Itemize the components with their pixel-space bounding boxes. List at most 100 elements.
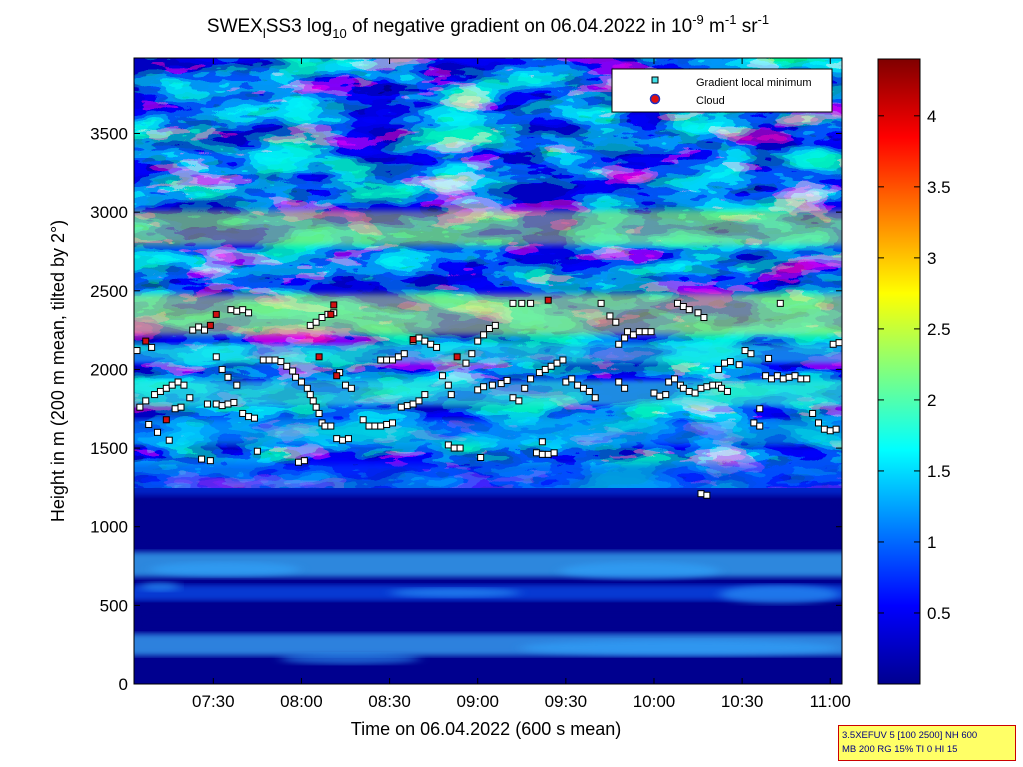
gradient-min-marker — [421, 391, 429, 399]
gradient-min-marker — [306, 391, 314, 399]
gradient-min-marker — [835, 339, 842, 347]
gradient-min-marker — [488, 381, 496, 389]
gradient-min-marker — [741, 347, 749, 355]
gradient-min-marker — [271, 356, 279, 364]
gradient-min-marker — [312, 403, 320, 411]
gradient-min-marker — [750, 419, 758, 427]
gradient-min-marker — [509, 299, 517, 307]
x-tick-label: 10:00 — [633, 692, 676, 711]
y-axis-label: Height in m (200 m mean, tilted by 2°) — [48, 220, 68, 522]
gradient-min-marker — [694, 309, 702, 317]
gradient-min-marker — [735, 361, 743, 369]
gradient-min-marker — [333, 435, 341, 443]
gradient-min-marker — [201, 326, 209, 334]
legend-label-cloud: Cloud — [696, 95, 725, 107]
gradient-min-marker — [339, 436, 347, 444]
gradient-min-marker — [615, 378, 623, 386]
gradient-min-marker — [389, 356, 397, 364]
gradient-min-marker — [421, 337, 429, 345]
gradient-min-marker — [383, 420, 391, 428]
y-tick-label: 0 — [119, 675, 128, 694]
gradient-min-marker — [656, 392, 664, 400]
x-tick-label: 09:00 — [456, 692, 499, 711]
colorbar-tick-label: 1.5 — [927, 462, 951, 481]
gradient-min-marker — [703, 491, 711, 499]
gradient-min-marker — [265, 356, 273, 364]
gradient-min-marker — [480, 331, 488, 339]
gradient-min-marker — [277, 358, 285, 366]
gradient-min-marker — [297, 378, 305, 386]
gradient-min-marker — [239, 409, 247, 417]
gradient-min-marker — [541, 365, 549, 373]
info-box: 3.5XEFUV 5 [100 2500] NH 600 MB 200 RG 1… — [838, 725, 1016, 761]
gradient-min-marker — [283, 362, 291, 370]
gradient-min-marker — [621, 384, 629, 392]
gradient-min-marker — [259, 356, 267, 364]
gradient-min-marker — [797, 375, 805, 383]
cloud-marker — [544, 296, 552, 304]
heatmap-band — [134, 419, 842, 445]
gradient-min-marker — [227, 306, 235, 314]
gradient-min-marker — [756, 422, 764, 430]
cloud-marker — [206, 321, 214, 329]
gradient-min-marker — [403, 402, 411, 410]
gradient-min-marker — [212, 400, 220, 408]
gradient-min-marker — [474, 337, 482, 345]
cloud-marker — [330, 301, 338, 309]
cloud-marker — [142, 337, 150, 345]
chart-title: SWEXlSS3 log10 of negative gradient on 0… — [207, 12, 769, 41]
gradient-min-marker — [535, 369, 543, 377]
y-tick-label: 1000 — [90, 518, 128, 537]
info-line-2: MB 200 RG 15% TI 0 HI 15 — [842, 744, 958, 755]
heatmap-blob — [390, 588, 520, 598]
gradient-min-marker — [371, 422, 379, 430]
gradient-min-marker — [447, 391, 455, 399]
gradient-min-marker — [318, 314, 326, 322]
gradient-min-marker — [162, 384, 170, 392]
gradient-min-marker — [427, 340, 435, 348]
y-tick-label: 1500 — [90, 439, 128, 458]
gradient-min-marker — [148, 343, 156, 351]
heatmap-blob — [720, 584, 840, 604]
colorbar-tick-label: 2 — [927, 391, 936, 410]
gradient-min-marker — [553, 359, 561, 367]
heatmap-gap — [134, 503, 842, 543]
colorbar-tick-label: 1 — [927, 533, 936, 552]
gradient-min-marker — [538, 450, 546, 458]
gradient-min-marker — [383, 356, 391, 364]
gradient-min-marker — [438, 372, 446, 380]
gradient-min-marker — [389, 419, 397, 427]
gradient-min-marker — [585, 387, 593, 395]
gradient-min-marker — [342, 381, 350, 389]
gradient-min-marker — [300, 457, 308, 465]
gradient-min-marker — [765, 354, 773, 362]
gradient-min-marker — [433, 343, 441, 351]
gradient-min-marker — [503, 376, 511, 384]
heatmap-blob — [280, 653, 420, 665]
cloud-marker — [212, 310, 220, 318]
gradient-min-marker — [206, 457, 214, 465]
gradient-min-marker — [615, 340, 623, 348]
gradient-min-marker — [673, 299, 681, 307]
colorbar-tick-label: 3 — [927, 249, 936, 268]
gradient-min-marker — [679, 384, 687, 392]
gradient-min-marker — [250, 414, 258, 422]
heatmap-band — [134, 463, 842, 496]
gradient-min-marker — [186, 394, 194, 402]
x-tick-label: 07:30 — [192, 692, 235, 711]
gradient-min-marker — [723, 387, 731, 395]
gradient-min-marker — [662, 391, 670, 399]
x-tick-label: 08:00 — [280, 692, 323, 711]
gradient-min-marker — [171, 405, 179, 413]
gradient-min-marker — [700, 314, 708, 322]
gradient-min-marker — [629, 331, 637, 339]
gradient-min-marker — [591, 394, 599, 402]
gradient-min-marker — [239, 306, 247, 314]
gradient-min-marker — [134, 347, 141, 355]
info-line-1: 3.5XEFUV 5 [100 2500] NH 600 — [842, 730, 978, 741]
gradient-min-marker — [394, 353, 402, 361]
gradient-min-marker — [474, 386, 482, 394]
gradient-min-marker — [303, 384, 311, 392]
legend-marker-cloud — [649, 93, 661, 105]
gradient-min-marker — [462, 359, 470, 367]
